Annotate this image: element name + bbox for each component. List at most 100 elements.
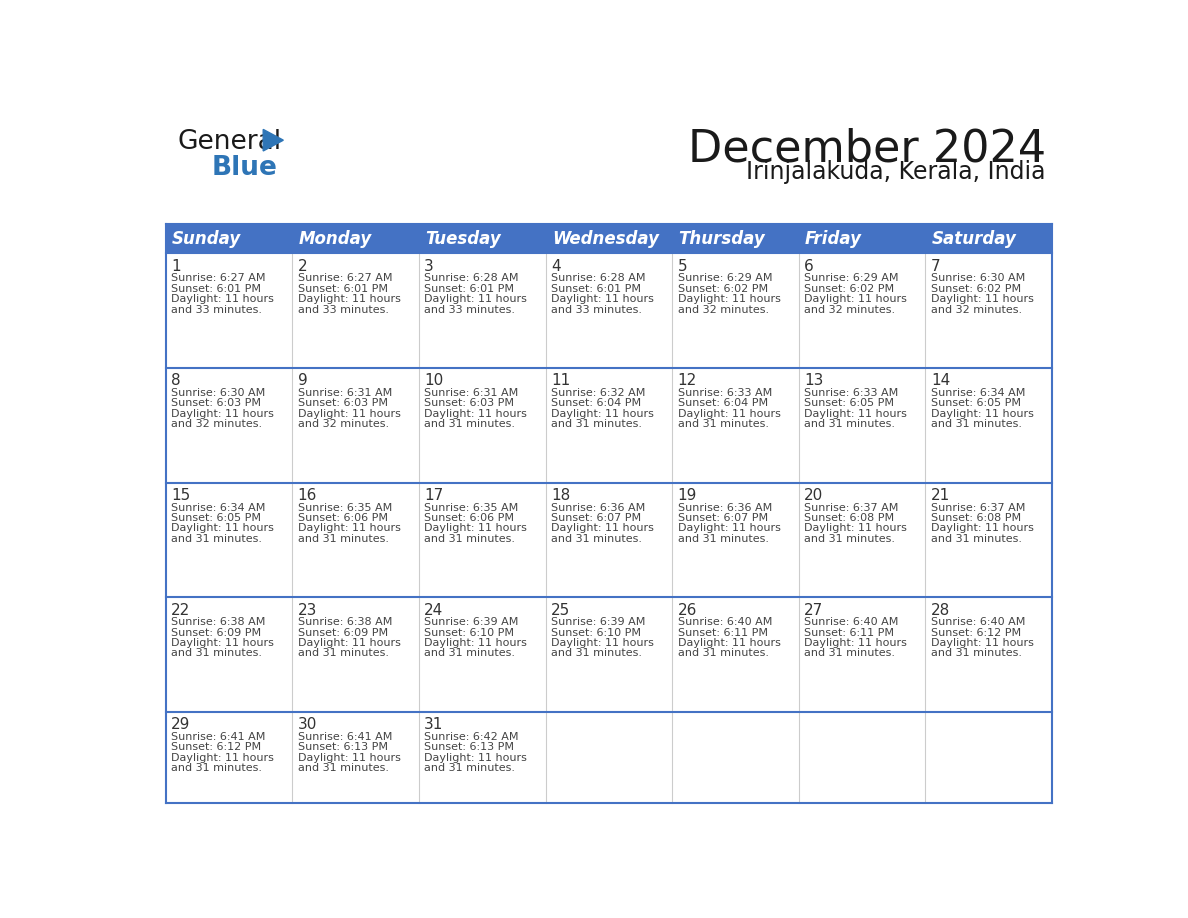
Text: Sunrise: 6:40 AM: Sunrise: 6:40 AM xyxy=(804,617,898,627)
Text: Sunset: 6:11 PM: Sunset: 6:11 PM xyxy=(804,628,895,638)
Text: Sunrise: 6:33 AM: Sunrise: 6:33 AM xyxy=(804,388,898,398)
Text: Sunset: 6:08 PM: Sunset: 6:08 PM xyxy=(804,513,895,523)
Text: 1: 1 xyxy=(171,259,181,274)
Text: Daylight: 11 hours: Daylight: 11 hours xyxy=(424,409,527,419)
Text: and 31 minutes.: and 31 minutes. xyxy=(171,763,263,773)
Text: Sunset: 6:13 PM: Sunset: 6:13 PM xyxy=(424,743,514,752)
Text: and 31 minutes.: and 31 minutes. xyxy=(677,533,769,543)
Text: Blue: Blue xyxy=(211,155,278,181)
Text: Daylight: 11 hours: Daylight: 11 hours xyxy=(677,638,781,648)
Text: Sunrise: 6:30 AM: Sunrise: 6:30 AM xyxy=(171,388,265,398)
Text: and 31 minutes.: and 31 minutes. xyxy=(424,533,516,543)
Text: and 31 minutes.: and 31 minutes. xyxy=(931,533,1022,543)
Text: Daylight: 11 hours: Daylight: 11 hours xyxy=(931,409,1034,419)
Text: 12: 12 xyxy=(677,374,697,388)
Text: and 33 minutes.: and 33 minutes. xyxy=(298,305,388,315)
Text: and 31 minutes.: and 31 minutes. xyxy=(298,533,388,543)
Text: 17: 17 xyxy=(424,488,443,503)
Text: Sunset: 6:04 PM: Sunset: 6:04 PM xyxy=(551,398,642,409)
Text: and 31 minutes.: and 31 minutes. xyxy=(931,648,1022,658)
Text: 16: 16 xyxy=(298,488,317,503)
Text: Daylight: 11 hours: Daylight: 11 hours xyxy=(171,753,274,763)
Text: and 31 minutes.: and 31 minutes. xyxy=(931,420,1022,430)
Text: Sunrise: 6:35 AM: Sunrise: 6:35 AM xyxy=(298,503,392,512)
Text: and 32 minutes.: and 32 minutes. xyxy=(931,305,1022,315)
Text: Sunset: 6:02 PM: Sunset: 6:02 PM xyxy=(931,284,1020,294)
Text: 20: 20 xyxy=(804,488,823,503)
Text: Sunrise: 6:40 AM: Sunrise: 6:40 AM xyxy=(677,617,772,627)
Text: Daylight: 11 hours: Daylight: 11 hours xyxy=(804,409,908,419)
Text: Sunset: 6:03 PM: Sunset: 6:03 PM xyxy=(298,398,387,409)
Text: Daylight: 11 hours: Daylight: 11 hours xyxy=(298,638,400,648)
Text: Sunset: 6:07 PM: Sunset: 6:07 PM xyxy=(551,513,642,523)
Text: and 32 minutes.: and 32 minutes. xyxy=(171,420,263,430)
Text: and 31 minutes.: and 31 minutes. xyxy=(298,763,388,773)
Text: Sunrise: 6:39 AM: Sunrise: 6:39 AM xyxy=(424,617,519,627)
Text: and 31 minutes.: and 31 minutes. xyxy=(804,420,896,430)
Text: and 32 minutes.: and 32 minutes. xyxy=(298,420,388,430)
Text: Sunset: 6:01 PM: Sunset: 6:01 PM xyxy=(171,284,261,294)
Text: Sunrise: 6:42 AM: Sunrise: 6:42 AM xyxy=(424,732,519,742)
Text: Daylight: 11 hours: Daylight: 11 hours xyxy=(424,753,527,763)
Text: 6: 6 xyxy=(804,259,814,274)
Text: December 2024: December 2024 xyxy=(688,128,1045,171)
Text: 27: 27 xyxy=(804,602,823,618)
Text: Tuesday: Tuesday xyxy=(425,230,501,248)
Text: 24: 24 xyxy=(424,602,443,618)
Text: Sunset: 6:08 PM: Sunset: 6:08 PM xyxy=(931,513,1020,523)
Text: Sunset: 6:11 PM: Sunset: 6:11 PM xyxy=(677,628,767,638)
Text: Daylight: 11 hours: Daylight: 11 hours xyxy=(677,294,781,304)
Text: and 33 minutes.: and 33 minutes. xyxy=(551,305,642,315)
Text: Daylight: 11 hours: Daylight: 11 hours xyxy=(171,409,274,419)
Text: Sunrise: 6:29 AM: Sunrise: 6:29 AM xyxy=(804,274,899,284)
Text: Sunset: 6:06 PM: Sunset: 6:06 PM xyxy=(424,513,514,523)
Text: and 31 minutes.: and 31 minutes. xyxy=(424,420,516,430)
Text: Daylight: 11 hours: Daylight: 11 hours xyxy=(424,638,527,648)
Text: and 32 minutes.: and 32 minutes. xyxy=(677,305,769,315)
Text: Daylight: 11 hours: Daylight: 11 hours xyxy=(171,638,274,648)
Text: Daylight: 11 hours: Daylight: 11 hours xyxy=(931,523,1034,533)
Text: 10: 10 xyxy=(424,374,443,388)
Text: and 33 minutes.: and 33 minutes. xyxy=(424,305,516,315)
Text: Sunset: 6:03 PM: Sunset: 6:03 PM xyxy=(171,398,261,409)
Text: and 33 minutes.: and 33 minutes. xyxy=(171,305,263,315)
Text: Sunset: 6:01 PM: Sunset: 6:01 PM xyxy=(424,284,514,294)
Text: 19: 19 xyxy=(677,488,697,503)
Text: Sunrise: 6:28 AM: Sunrise: 6:28 AM xyxy=(424,274,519,284)
Text: Sunset: 6:12 PM: Sunset: 6:12 PM xyxy=(931,628,1020,638)
Text: Sunrise: 6:34 AM: Sunrise: 6:34 AM xyxy=(931,388,1025,398)
Text: Sunset: 6:01 PM: Sunset: 6:01 PM xyxy=(298,284,387,294)
Text: and 31 minutes.: and 31 minutes. xyxy=(551,533,642,543)
Text: 22: 22 xyxy=(171,602,190,618)
Text: Monday: Monday xyxy=(298,230,372,248)
Text: Sunrise: 6:37 AM: Sunrise: 6:37 AM xyxy=(804,503,898,512)
Text: Sunset: 6:05 PM: Sunset: 6:05 PM xyxy=(804,398,895,409)
Text: Daylight: 11 hours: Daylight: 11 hours xyxy=(677,523,781,533)
Text: Sunset: 6:05 PM: Sunset: 6:05 PM xyxy=(931,398,1020,409)
Text: 18: 18 xyxy=(551,488,570,503)
Text: and 31 minutes.: and 31 minutes. xyxy=(171,648,263,658)
Text: 14: 14 xyxy=(931,374,950,388)
Text: and 31 minutes.: and 31 minutes. xyxy=(804,533,896,543)
Text: Thursday: Thursday xyxy=(678,230,765,248)
Text: Sunrise: 6:32 AM: Sunrise: 6:32 AM xyxy=(551,388,645,398)
Text: Daylight: 11 hours: Daylight: 11 hours xyxy=(804,294,908,304)
Text: Sunrise: 6:27 AM: Sunrise: 6:27 AM xyxy=(171,274,265,284)
Text: 7: 7 xyxy=(931,259,941,274)
Text: Sunrise: 6:31 AM: Sunrise: 6:31 AM xyxy=(424,388,518,398)
Text: 9: 9 xyxy=(298,374,308,388)
Text: Daylight: 11 hours: Daylight: 11 hours xyxy=(298,294,400,304)
Text: and 32 minutes.: and 32 minutes. xyxy=(804,305,896,315)
Text: Friday: Friday xyxy=(805,230,862,248)
Text: Irinjalakuda, Kerala, India: Irinjalakuda, Kerala, India xyxy=(746,161,1045,185)
Text: Sunrise: 6:41 AM: Sunrise: 6:41 AM xyxy=(171,732,265,742)
Text: Daylight: 11 hours: Daylight: 11 hours xyxy=(171,523,274,533)
Text: Daylight: 11 hours: Daylight: 11 hours xyxy=(931,638,1034,648)
Text: Sunrise: 6:36 AM: Sunrise: 6:36 AM xyxy=(551,503,645,512)
Text: 29: 29 xyxy=(171,717,190,733)
Text: 8: 8 xyxy=(171,374,181,388)
Text: Sunset: 6:01 PM: Sunset: 6:01 PM xyxy=(551,284,642,294)
Text: Sunrise: 6:39 AM: Sunrise: 6:39 AM xyxy=(551,617,645,627)
Text: Sunrise: 6:41 AM: Sunrise: 6:41 AM xyxy=(298,732,392,742)
Text: Daylight: 11 hours: Daylight: 11 hours xyxy=(298,523,400,533)
